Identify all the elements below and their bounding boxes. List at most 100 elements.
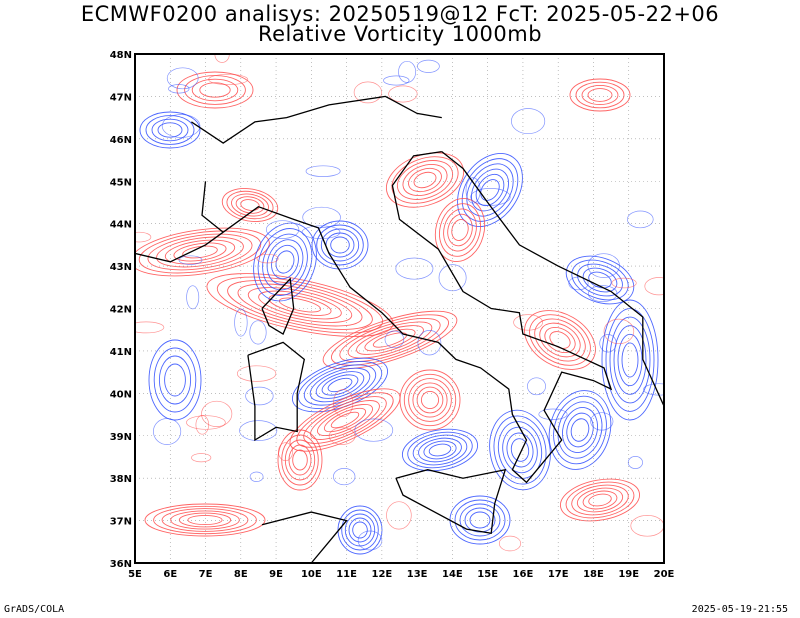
positive-vorticity-contour <box>226 190 274 220</box>
vorticity-contours <box>135 54 664 555</box>
positive-vorticity-contour <box>386 501 412 530</box>
negative-vorticity-contour <box>609 316 651 404</box>
positive-vorticity-contour <box>237 283 363 327</box>
lat-label: 45N <box>110 177 132 188</box>
negative-vorticity-contour <box>617 333 643 387</box>
longitude-labels: 5E 6E 7E 8E 9E 10E 11E 12E 13E 14E 15E 16E 17E 18E 19E… <box>128 569 674 580</box>
lon-label: 9E <box>269 569 283 580</box>
negative-vorticity-contour <box>348 517 372 543</box>
negative-vorticity-contour <box>506 432 534 468</box>
coastline <box>395 468 507 535</box>
negative-vorticity-contour <box>271 244 299 280</box>
positive-vorticity-contour <box>268 294 332 316</box>
positive-vorticity-contour <box>173 242 227 262</box>
positive-vorticity-contour <box>529 314 591 366</box>
positive-vorticity-contour <box>278 442 293 462</box>
lon-label: 19E <box>618 569 639 580</box>
negative-vorticity-contour <box>548 390 612 470</box>
negative-vorticity-contour <box>449 495 511 545</box>
negative-vorticity-contour <box>601 299 659 421</box>
positive-vorticity-contour <box>524 310 596 370</box>
positive-vorticity-contour <box>396 160 454 200</box>
coastline <box>222 150 613 484</box>
positive-vorticity-contour <box>182 245 218 259</box>
lat-label: 36N <box>110 559 132 570</box>
lon-label: 11E <box>336 569 357 580</box>
positive-vorticity-contour <box>296 392 394 448</box>
negative-vorticity-contour <box>168 84 190 94</box>
positive-vorticity-contour <box>603 318 635 345</box>
negative-vorticity-contour <box>333 468 356 486</box>
positive-vorticity-contour <box>199 82 231 98</box>
positive-vorticity-contour <box>386 152 464 208</box>
negative-vorticity-contour <box>565 255 635 305</box>
positive-vorticity-contour <box>582 490 618 510</box>
positive-vorticity-contour <box>416 386 444 414</box>
negative-vorticity-contour <box>301 225 341 239</box>
coastline <box>191 95 442 144</box>
negative-vorticity-contour <box>186 285 200 310</box>
negative-vorticity-contour <box>489 409 551 491</box>
positive-vorticity-contour <box>284 439 316 481</box>
lon-label: 6E <box>163 569 177 580</box>
positive-vorticity-contour <box>413 171 437 189</box>
positive-vorticity-contour <box>187 514 223 526</box>
latitude-labels: 36N 37N 38N 39N 40N 41N 42N 43N 44N 45N 46N 47N 48N <box>110 50 132 570</box>
lat-label: 39N <box>110 432 132 443</box>
positive-vorticity-contour <box>581 84 619 106</box>
lon-label: 13E <box>407 569 428 580</box>
positive-vorticity-contour <box>412 382 448 418</box>
footer-timestamp: 2025-05-19-21:55 <box>691 604 788 615</box>
positive-vorticity-contour <box>164 239 236 265</box>
positive-vorticity-contour <box>443 208 477 252</box>
positive-vorticity-contour <box>184 75 246 105</box>
negative-vorticity-contour <box>627 456 643 469</box>
positive-vorticity-contour <box>571 484 629 516</box>
negative-vorticity-contour <box>253 222 317 302</box>
negative-vorticity-contour <box>139 111 201 149</box>
positive-vorticity-contour <box>178 512 232 528</box>
negative-vorticity-contour <box>161 114 201 138</box>
negative-vorticity-contour <box>330 236 350 254</box>
lon-label: 17E <box>548 569 569 580</box>
lon-label: 7E <box>199 569 213 580</box>
lon-label: 10E <box>301 569 322 580</box>
positive-vorticity-contour <box>292 449 308 471</box>
positive-vorticity-contour <box>135 231 152 243</box>
negative-vorticity-contour <box>562 406 598 454</box>
negative-vorticity-contour <box>418 437 462 463</box>
positive-vorticity-contour <box>191 453 212 463</box>
lat-label: 48N <box>110 50 132 61</box>
positive-vorticity-contour <box>256 253 279 264</box>
positive-vorticity-contour <box>391 156 459 204</box>
positive-vorticity-contour <box>569 78 631 112</box>
negative-vorticity-contour <box>557 401 603 459</box>
negative-vorticity-contour <box>316 224 364 266</box>
negative-vorticity-contour <box>568 276 589 291</box>
negative-vorticity-contour <box>466 163 514 217</box>
positive-vorticity-contour <box>388 85 418 103</box>
positive-vorticity-contour <box>216 276 384 334</box>
negative-vorticity-contour <box>587 285 618 302</box>
negative-vorticity-contour <box>461 158 519 222</box>
positive-vorticity-contour <box>560 478 640 522</box>
lon-label: 12E <box>371 569 392 580</box>
positive-vorticity-contour <box>186 415 226 430</box>
negative-vorticity-contour <box>178 255 203 265</box>
positive-vorticity-contour <box>201 400 233 427</box>
positive-vorticity-contour <box>135 321 165 334</box>
negative-vorticity-contour <box>302 206 341 228</box>
positive-vorticity-contour <box>576 487 624 513</box>
negative-vorticity-contour <box>590 412 614 431</box>
positive-vorticity-contour <box>161 508 249 532</box>
positive-vorticity-contour <box>403 373 457 427</box>
negative-vorticity-contour <box>164 363 186 397</box>
positive-vorticity-contour <box>236 365 277 382</box>
negative-vorticity-contour <box>423 440 457 460</box>
negative-vorticity-contour <box>627 210 654 229</box>
negative-vorticity-contour <box>305 165 341 177</box>
positive-vorticity-contour <box>513 314 543 331</box>
negative-vorticity-contour <box>153 347 197 413</box>
coastline <box>201 181 224 233</box>
coastline <box>261 511 348 563</box>
